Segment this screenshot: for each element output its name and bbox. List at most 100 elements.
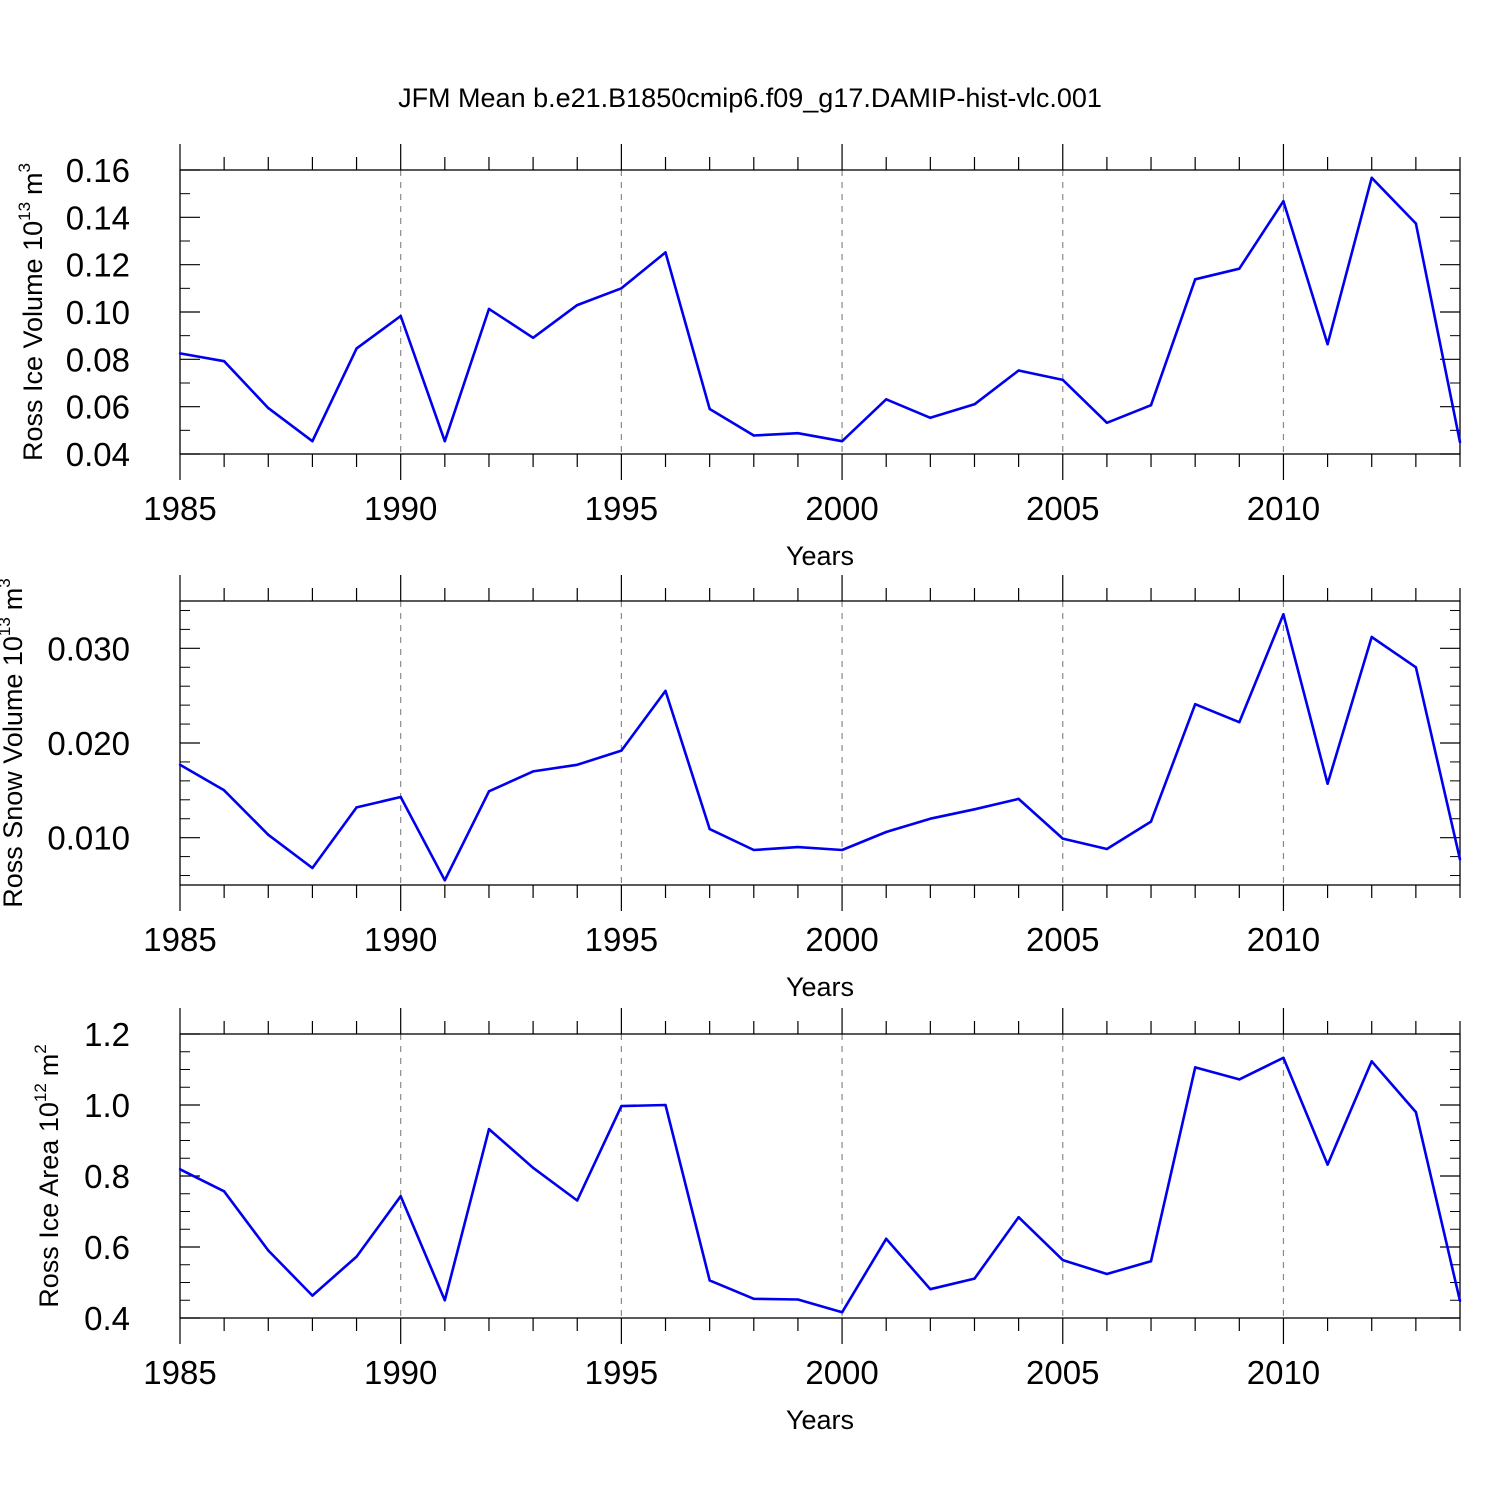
data-point — [1458, 440, 1462, 444]
data-point — [885, 1237, 888, 1241]
x-tick-label: 2005 — [1026, 490, 1099, 527]
data-point — [576, 303, 579, 307]
data-point — [973, 1277, 976, 1280]
data-point — [1017, 1215, 1020, 1219]
data-point — [1370, 176, 1373, 180]
data-point — [443, 440, 447, 443]
y-axis-title-text: Ross Ice Volume 10 — [18, 221, 48, 461]
panel-1: 0.04 0.06 0.08 0.10 0.12 0.14 0.16 1985 1990 1995… — [15, 144, 1462, 571]
data-point — [1326, 1163, 1329, 1166]
data-point — [576, 1199, 579, 1202]
data-point — [1061, 378, 1064, 382]
data-point — [752, 434, 755, 437]
panels: 0.04 0.06 0.08 0.10 0.12 0.14 0.16 1985 1990 1995… — [0, 144, 1462, 1435]
data-point — [1414, 222, 1418, 225]
y-tick-label: 0.06 — [66, 389, 130, 426]
y-axis-title-unit: m — [18, 172, 48, 195]
data-point — [620, 287, 623, 290]
y-tick-label: 0.030 — [47, 630, 130, 667]
data-point — [1061, 1258, 1064, 1262]
y-axis-title-unit-exponent: 3 — [0, 578, 14, 587]
y-tick-label: 0.14 — [66, 199, 130, 236]
x-axis-title: Years — [786, 972, 854, 1002]
data-point — [708, 827, 711, 831]
data-point — [885, 830, 888, 834]
data-point — [620, 1104, 623, 1108]
y-tick-label: 0.16 — [66, 152, 130, 189]
data-point — [355, 1255, 358, 1258]
data-point — [531, 336, 535, 339]
data-point — [1193, 702, 1197, 706]
y-axis-title-unit: m — [0, 588, 28, 611]
x-tick-label: 1995 — [585, 490, 658, 527]
data-point — [1061, 837, 1064, 840]
data-point — [664, 689, 667, 693]
x-tick-label: 1985 — [143, 1354, 216, 1391]
series-line-1 — [179, 176, 1462, 443]
data-point — [1458, 858, 1462, 861]
y-axis-title-exponent: 13 — [0, 617, 14, 636]
data-point — [1105, 1272, 1109, 1276]
data-point — [929, 1288, 932, 1291]
data-point — [1458, 1299, 1462, 1303]
data-point — [1238, 1078, 1241, 1081]
data-point — [487, 790, 491, 793]
data-point — [576, 763, 579, 766]
y-tick-label: 0.4 — [84, 1300, 130, 1337]
y-axis-title-unit-exponent: 3 — [15, 163, 34, 172]
data-point — [1017, 797, 1020, 801]
y-tick-label: 0.020 — [47, 725, 130, 762]
data-point — [531, 1166, 535, 1170]
data-point — [355, 806, 358, 809]
data-point — [487, 1127, 491, 1131]
x-tick-label: 2010 — [1247, 1354, 1320, 1391]
plot-frame — [179, 600, 1461, 886]
y-tick-label: 0.04 — [66, 436, 130, 473]
y-axis-title-exponent: 12 — [31, 1083, 50, 1102]
data-point — [1149, 404, 1153, 407]
y-tick-label: 0.010 — [47, 820, 130, 857]
plot-frame — [179, 169, 1461, 455]
y-axis-title-text: Ross Snow Volume 10 — [0, 636, 28, 908]
data-point — [1149, 820, 1153, 823]
y-tick-label: 0.08 — [66, 341, 130, 378]
data-point — [487, 307, 491, 311]
data-point — [973, 808, 976, 811]
data-point — [1238, 267, 1241, 270]
data-point — [178, 352, 182, 355]
data-point — [1238, 720, 1241, 724]
data-point — [222, 360, 226, 363]
x-axis-title: Years — [786, 1405, 854, 1435]
y-tick-label: 1.2 — [84, 1016, 130, 1053]
data-point — [399, 1195, 402, 1198]
y-axis-title-exponent: 13 — [15, 202, 34, 221]
x-tick-label: 2000 — [805, 1354, 878, 1391]
data-point — [840, 848, 844, 852]
data-point — [708, 1279, 711, 1282]
data-point — [1414, 1110, 1418, 1114]
y-axis-title-unit: m — [34, 1054, 64, 1077]
data-point — [1105, 421, 1109, 424]
x-tick-label: 1995 — [585, 921, 658, 958]
data-point — [1282, 200, 1285, 203]
x-tick-label: 2000 — [805, 490, 878, 527]
data-point — [443, 879, 447, 882]
data-point — [796, 1298, 800, 1301]
data-point — [929, 416, 932, 419]
data-point — [796, 431, 800, 435]
data-point — [1282, 1056, 1285, 1059]
x-tick-label: 2010 — [1247, 921, 1320, 958]
data-point — [311, 866, 314, 870]
data-point — [178, 1168, 182, 1171]
panel-2: 0.010 0.020 0.030 1985 1990 1995 2000 2005 2010 Y… — [0, 575, 1462, 1002]
data-point — [840, 440, 844, 443]
figure-title: JFM Mean b.e21.B1850cmip6.f09_g17.DAMIP-… — [398, 83, 1102, 113]
series-line-3 — [179, 1056, 1462, 1314]
y-axis-title: Ross Ice Area 1012 m2 — [31, 1044, 64, 1308]
y-tick-label: 0.10 — [66, 294, 130, 331]
data-point — [885, 398, 888, 401]
data-point — [1370, 1060, 1373, 1063]
data-point — [708, 407, 711, 411]
x-tick-label: 1990 — [364, 921, 437, 958]
